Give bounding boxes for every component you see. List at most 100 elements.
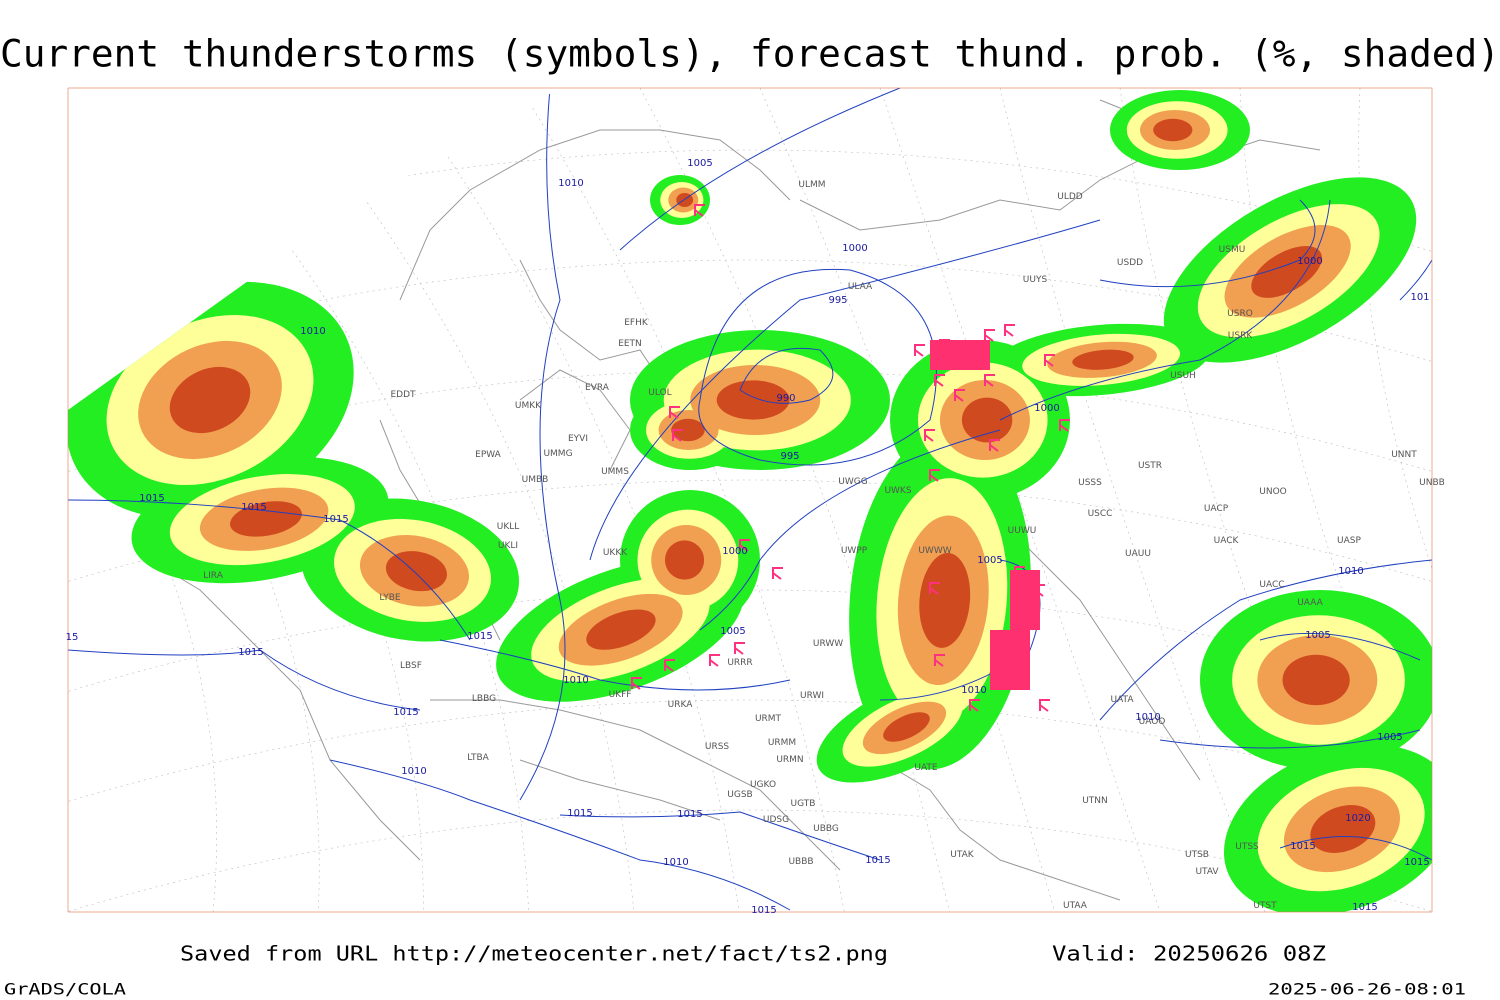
- thunderstorm-symbol: [1039, 699, 1050, 712]
- station-label: USRK: [1228, 331, 1254, 341]
- thunderstorm-symbol: [739, 539, 750, 552]
- graticule: [68, 259, 1432, 371]
- graticule: [68, 88, 424, 912]
- isobar: [1279, 836, 1432, 861]
- timestamp: 2025-06-26-08:01: [1268, 980, 1466, 999]
- isobar-label: 1015: [751, 905, 776, 916]
- isobar: [1399, 259, 1432, 301]
- isobar-label: 990: [776, 393, 795, 404]
- station-label: UTAK: [950, 850, 975, 860]
- isobar-labels: 1010 1005 1000 995 990 995 1000 1000 1010 1015 101…: [66, 158, 1430, 916]
- graticule: [999, 88, 1301, 912]
- isobar-label: 1015: [1290, 841, 1315, 852]
- probability-shading: [919, 552, 971, 648]
- station-label: UAOO: [1139, 717, 1166, 727]
- station-label: LBSF: [400, 661, 422, 671]
- station-label: UBBG: [813, 824, 839, 834]
- isobar: [739, 347, 834, 404]
- station-label: UKLI: [498, 541, 518, 551]
- station-label: UUWU: [1008, 526, 1037, 536]
- isobar: [1099, 559, 1432, 721]
- probability-shading: [385, 551, 447, 592]
- graticule: [639, 88, 971, 912]
- thunderstorm-symbol: [672, 429, 683, 442]
- station-label: UNOO: [1259, 487, 1287, 497]
- thunderstorm-cluster: [1010, 570, 1040, 630]
- probability-shading: [664, 540, 705, 580]
- isobar-label: 1015: [567, 808, 592, 819]
- station-label: UTSB: [1185, 850, 1209, 860]
- isobar-label: 1010: [961, 685, 986, 696]
- isobar-label: 1015: [241, 502, 266, 513]
- thunderstorm-symbol: [772, 567, 783, 580]
- probability-shading: [883, 712, 930, 742]
- isobar-label: 1015: [1404, 857, 1429, 868]
- station-label: UTNN: [1082, 796, 1108, 806]
- graticule: [68, 809, 1432, 912]
- isobar-label: 101: [1410, 292, 1429, 303]
- station-label: URSS: [705, 742, 730, 752]
- probability-shading: [1282, 654, 1350, 706]
- station-labels: ULMM ULDD ULAA UUYS USDD USMU USRO USRK USUH EFHK…: [203, 180, 1445, 911]
- station-label: USTR: [1138, 461, 1162, 471]
- probability-shading: [586, 609, 656, 650]
- thunderstorm-symbol: [954, 389, 965, 402]
- station-label: ULAA: [848, 282, 873, 292]
- isobar: [1159, 729, 1421, 749]
- thunderstorm-symbol: [929, 582, 940, 595]
- isobar: [559, 811, 881, 861]
- station-label: URMT: [755, 714, 782, 724]
- station-label: UTAA: [1063, 901, 1088, 911]
- thunderstorm-cluster: [930, 340, 990, 370]
- isobar: [439, 639, 791, 691]
- station-label: UACK: [1214, 536, 1240, 546]
- thunderstorm-symbol: [1044, 354, 1055, 367]
- valid-time: Valid: 20250626 08Z: [1052, 942, 1326, 966]
- coastline: [519, 369, 631, 471]
- isobar: [68, 649, 421, 711]
- station-label: UACP: [1204, 504, 1229, 514]
- isobar-label: 1000: [1034, 403, 1059, 414]
- station-label: UATE: [914, 763, 938, 773]
- station-label: UWGG: [838, 477, 867, 487]
- thunderstorm-symbol: [984, 374, 995, 387]
- isobar: [68, 499, 471, 641]
- station-label: EVRA: [585, 383, 610, 393]
- probability-shading: [1251, 246, 1322, 298]
- isobar: [699, 429, 1001, 631]
- station-label: UAUU: [1125, 549, 1151, 559]
- probability-shading: [716, 380, 790, 420]
- isobar: [1099, 199, 1316, 288]
- station-label: ULMM: [798, 180, 825, 190]
- station-label: UTAV: [1195, 867, 1219, 877]
- thunderstorm-symbol: [934, 374, 945, 387]
- station-label: UMMS: [601, 467, 629, 477]
- graticule: [879, 88, 1191, 912]
- source-url: Saved from URL http://meteocenter.net/fa…: [180, 942, 888, 966]
- station-label: USCC: [1088, 509, 1113, 519]
- station-label: UMKK: [515, 401, 542, 411]
- title: Current thunderstorms (symbols), forecas…: [0, 33, 1500, 76]
- station-label: URMN: [776, 755, 803, 765]
- isobar-label: 1005: [1305, 630, 1330, 641]
- thunderstorm-symbol: [734, 642, 745, 655]
- graticule: [159, 88, 531, 912]
- coastline: [430, 699, 841, 871]
- station-label: USUH: [1170, 371, 1196, 381]
- isobar-label: 1010: [1338, 566, 1363, 577]
- coastline: [879, 759, 1121, 901]
- station-label: LBBG: [472, 694, 496, 704]
- isobar-label: 1015: [1352, 902, 1377, 913]
- isobar-label: 1010: [563, 675, 588, 686]
- station-label: USSS: [1078, 478, 1102, 488]
- probability-shading: [1153, 118, 1193, 142]
- isobar-label: 1015: [467, 631, 492, 642]
- thunderstorm-symbol: [934, 654, 945, 667]
- station-label: URKA: [668, 700, 694, 710]
- isobar-label: 1015: [323, 514, 348, 525]
- isobar-label: 15: [66, 632, 79, 643]
- thunderstorm-symbol: [924, 429, 935, 442]
- station-label: EPWA: [475, 450, 502, 460]
- isobar-label: 1005: [687, 158, 712, 169]
